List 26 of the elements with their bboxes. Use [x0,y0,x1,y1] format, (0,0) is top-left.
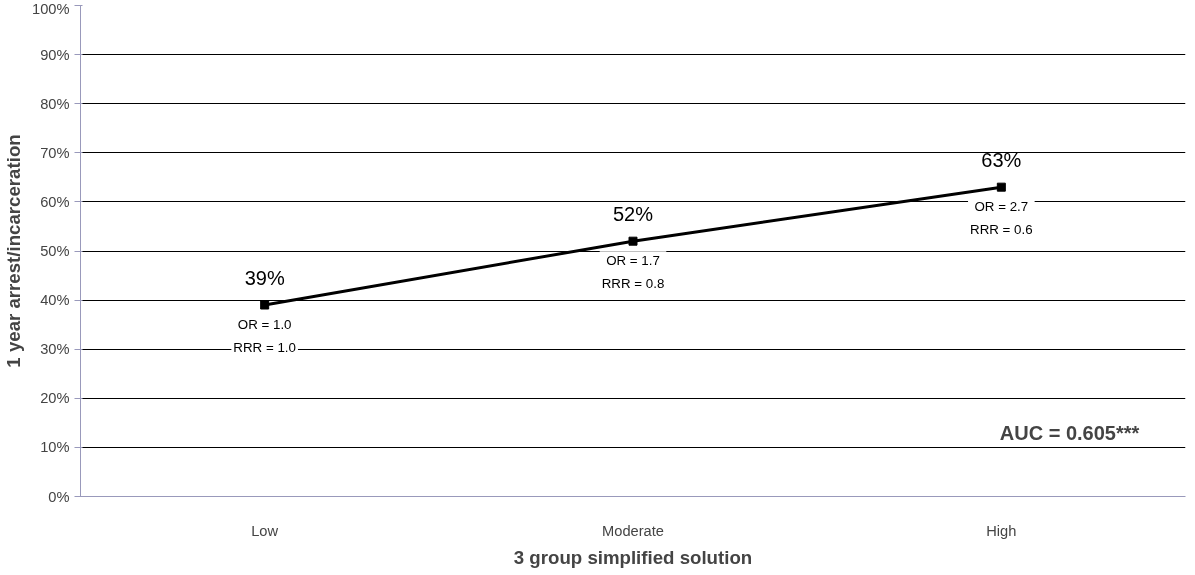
y-tick-label: 80% [40,95,70,112]
y-tick-label: 60% [40,193,70,210]
x-tick-label: High [986,522,1017,539]
y-axis-title: 1 year arrest/incarceration [3,134,25,368]
y-tick-label: 40% [40,292,70,309]
y-tick-label: 20% [40,390,70,407]
y-tick-label: 50% [40,243,70,259]
y-tick-label: 0% [48,488,70,505]
y-tick-label: 10% [40,439,70,456]
y-tick-label: 90% [40,46,70,63]
annotation: OR = 1.7 RRR = 0.8 [601,253,665,291]
data-label: 52% [612,203,654,226]
point [996,182,1006,192]
data-label: 39% [244,267,285,290]
x-tick-label: Moderate [602,522,664,539]
x-tick-label: Low [251,522,279,539]
annotation: OR = 2.7 RRR = 0.6 [970,199,1033,237]
annotation: AUC = 0.605*** [999,421,1140,444]
x-axis-title: 3 group simplified solution [513,546,753,568]
point [628,236,638,246]
y-tick-label: 30% [40,341,70,358]
y-tick-label: 100% [32,0,70,17]
point [260,300,270,310]
data-label: 63% [981,149,1022,172]
y-tick-label: 70% [40,144,70,161]
annotation: OR = 1.0 RRR = 1.0 [233,317,296,355]
